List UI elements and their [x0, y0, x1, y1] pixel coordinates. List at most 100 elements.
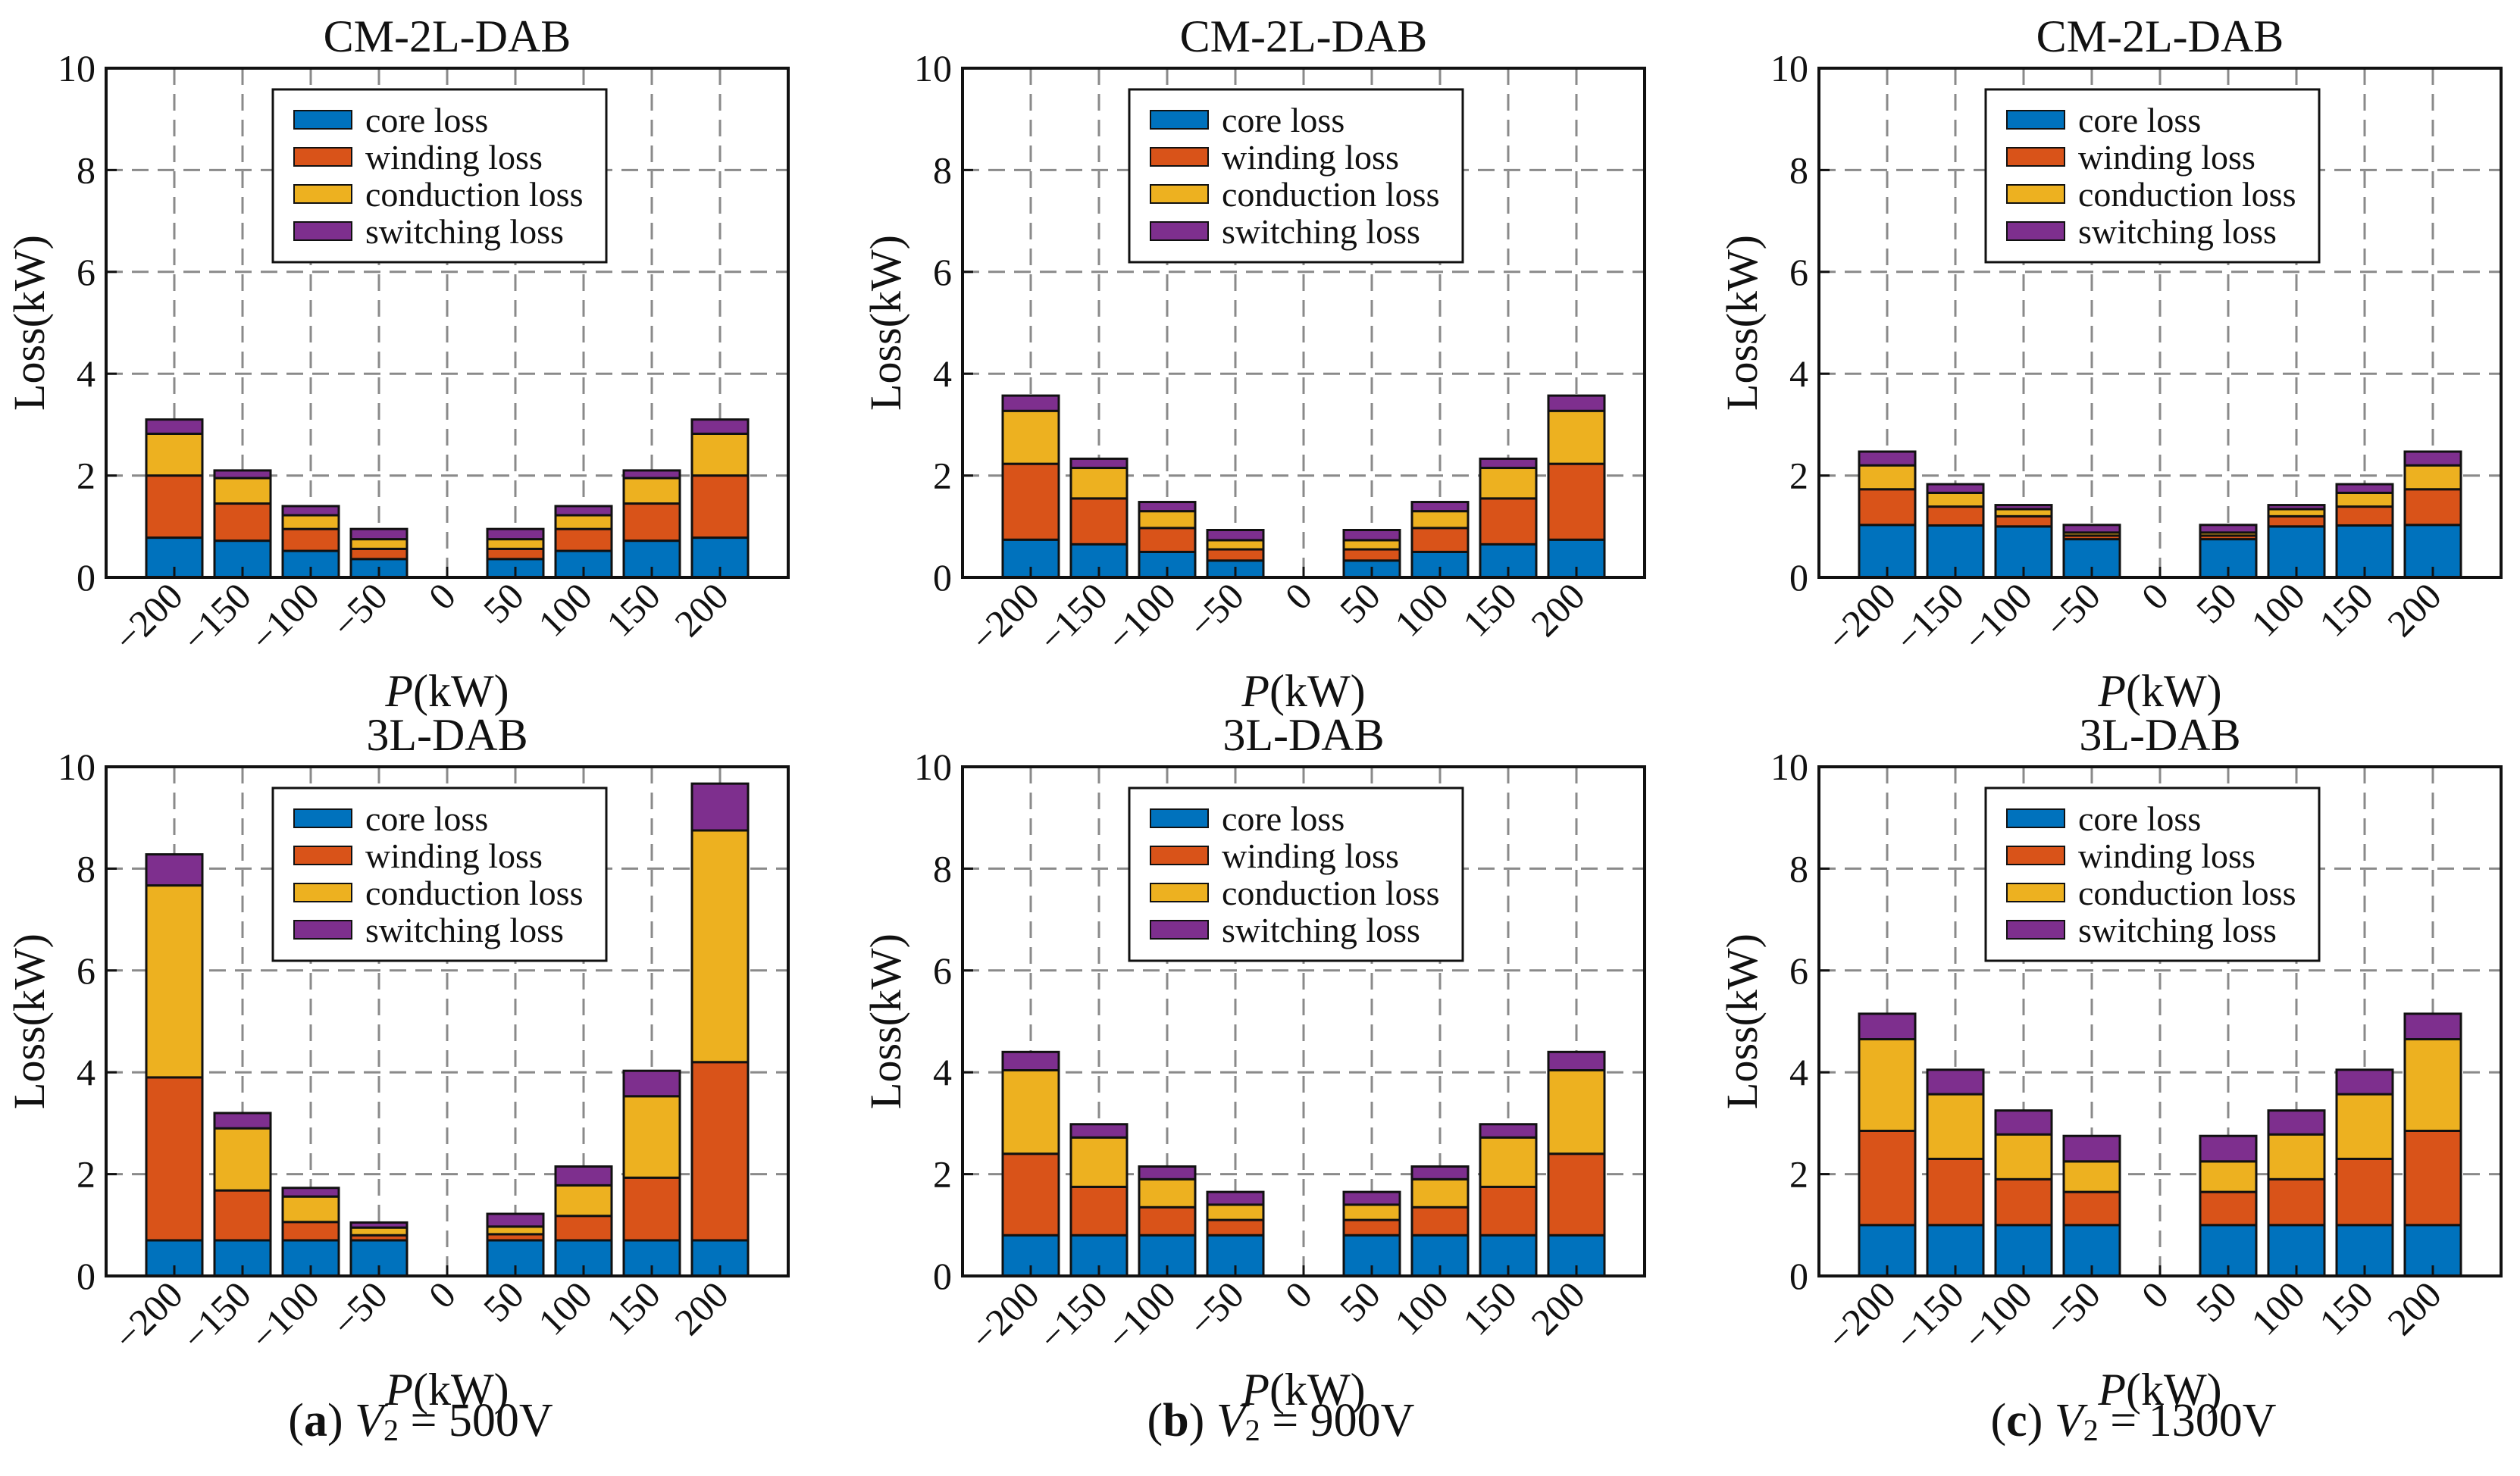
y-tick-label: 8	[1789, 847, 1808, 890]
legend-label: core loss	[365, 101, 488, 139]
bar-segment-winding-loss	[1138, 1206, 1197, 1237]
bar-segment-winding-loss	[1994, 1177, 2053, 1227]
bar-segment-conduction-loss	[1206, 1203, 1265, 1221]
bar-segment-conduction-loss	[1547, 409, 1606, 465]
bar-segment-conduction-loss	[2403, 464, 2462, 491]
bar-segment-switching-loss	[690, 418, 750, 435]
legend-label: switching loss	[2078, 212, 2277, 251]
bar-segment-conduction-loss	[622, 477, 681, 505]
x-axis-label: P(kW)	[384, 1365, 509, 1415]
bar-segment-winding-loss	[554, 527, 613, 552]
bar-segment-conduction-loss	[281, 1195, 340, 1224]
bar-segment-switching-loss	[281, 505, 340, 517]
bar-segment-switching-loss	[486, 1212, 545, 1228]
bar-segment-winding-loss	[2199, 1190, 2258, 1227]
bar-segment-conduction-loss	[1138, 510, 1197, 530]
bar-segment-conduction-loss	[1410, 510, 1470, 530]
bar-segment-conduction-loss	[145, 884, 204, 1079]
bar-segment-conduction-loss	[1001, 1069, 1060, 1155]
bar-segment-switching-loss	[1547, 394, 1606, 412]
bar-segment-winding-loss	[1069, 497, 1129, 546]
bar-segment-switching-loss	[213, 1112, 272, 1130]
bar-segment-winding-loss	[349, 547, 409, 561]
y-axis-label: Loss(kW)	[861, 235, 910, 411]
bar-segment-switching-loss	[349, 527, 409, 541]
bar-segment-winding-loss	[1858, 1129, 1917, 1227]
bar-segment-winding-loss	[1206, 548, 1265, 562]
legend-label: core loss	[1222, 101, 1345, 139]
bar-segment-winding-loss	[213, 1189, 272, 1242]
bar-segment-winding-loss	[622, 502, 681, 543]
bar-segment-switching-loss	[2062, 1134, 2121, 1163]
bar-segment-conduction-loss	[486, 1225, 545, 1236]
x-tick-label: −50	[2036, 1273, 2108, 1345]
x-tick-label: −200	[962, 1273, 1047, 1359]
legend-label: core loss	[365, 799, 488, 838]
caption-c-subscript: 2	[2083, 1413, 2099, 1447]
bar-segment-conduction-loss	[1138, 1177, 1197, 1209]
x-axis-label-symbol: P	[2097, 1365, 2126, 1415]
bar-segment-conduction-loss	[2199, 1160, 2258, 1193]
x-axis-label: P(kW)	[1241, 1365, 1365, 1415]
x-axis-label-symbol: P	[384, 1365, 413, 1415]
legend-label: switching loss	[365, 911, 564, 949]
bar-segment-conduction-loss	[349, 1226, 409, 1237]
y-tick-label: 4	[77, 352, 95, 395]
legend-label: conduction loss	[2078, 175, 2296, 214]
x-tick-label: −150	[174, 574, 259, 660]
legend-label: switching loss	[2078, 911, 2277, 949]
bar-segment-conduction-loss	[486, 538, 545, 550]
bar-segment-switching-loss	[281, 1187, 340, 1198]
bar-segment-conduction-loss	[1069, 467, 1129, 500]
bar-segment-winding-loss	[1926, 1157, 1985, 1227]
bar-segment-switching-loss	[2199, 524, 2258, 534]
y-tick-label: 8	[77, 847, 95, 890]
x-tick-label: −100	[1098, 1273, 1184, 1359]
caption-a-label: a	[303, 1395, 327, 1446]
y-tick-label: 4	[1789, 352, 1808, 395]
x-tick-label: 150	[598, 574, 668, 645]
bar-segment-conduction-loss	[2335, 1093, 2394, 1160]
x-tick-label: 0	[2133, 574, 2177, 618]
y-tick-label: 6	[77, 251, 95, 293]
x-tick-label: 200	[1523, 574, 1593, 645]
bar-segment-switching-loss	[1994, 504, 2053, 511]
chart-title: 3L-DAB	[366, 710, 527, 760]
bar-segment-conduction-loss	[1342, 1203, 1401, 1221]
y-tick-label: 0	[1789, 1255, 1808, 1297]
y-tick-label: 6	[1789, 251, 1808, 293]
y-axis-label: Loss(kW)	[5, 933, 54, 1109]
bar-segment-conduction-loss	[2062, 1160, 2121, 1193]
bar-segment-winding-loss	[2403, 488, 2462, 527]
y-tick-label: 0	[77, 1255, 95, 1297]
bar-segment-winding-loss	[554, 1215, 613, 1242]
bar-segment-conduction-loss	[554, 1184, 613, 1218]
y-tick-label: 2	[77, 1153, 95, 1196]
x-tick-label: 100	[2243, 1273, 2313, 1343]
y-tick-label: 2	[1789, 455, 1808, 497]
legend-swatch-switching-loss	[1150, 221, 1209, 241]
x-tick-label: −150	[1030, 1273, 1116, 1359]
bar-segment-winding-loss	[1547, 462, 1606, 541]
caption-c: (c) V2 = 1300V	[1990, 1395, 2277, 1447]
bar-segment-conduction-loss	[690, 829, 750, 1064]
bar-segment-winding-loss	[1994, 514, 2053, 528]
bar-segment-switching-loss	[2062, 524, 2121, 534]
bar-segment-winding-loss	[1410, 527, 1470, 553]
legend-label: conduction loss	[365, 175, 583, 214]
bar-segment-conduction-loss	[1410, 1177, 1470, 1209]
x-tick-label: 200	[1523, 1273, 1593, 1343]
bar-segment-winding-loss	[1069, 1185, 1129, 1237]
caption-a-subscript: 2	[383, 1413, 399, 1447]
chart-title: 3L-DAB	[2079, 710, 2240, 760]
bar-segment-winding-loss	[1479, 1185, 1538, 1237]
bar-segment-winding-loss	[1206, 1218, 1265, 1237]
x-axis-label-unit: (kW)	[413, 1365, 509, 1415]
x-axis-label-unit: (kW)	[2126, 666, 2222, 716]
caption-b-value: = 900V	[1272, 1395, 1415, 1446]
legend-swatch-winding-loss	[1150, 846, 1209, 865]
